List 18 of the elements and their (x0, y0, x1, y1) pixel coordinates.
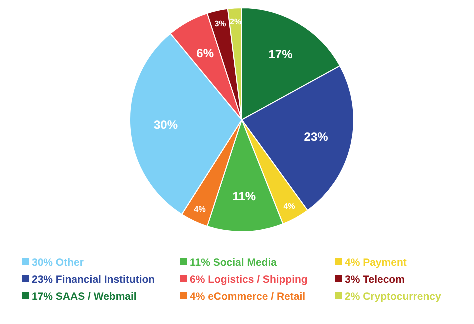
legend-label: 30% Other (32, 257, 84, 269)
data-label: 6% (196, 46, 214, 60)
legend-label: 4% Payment (345, 257, 408, 269)
legend-label: 2% Cryptocurrency (345, 291, 442, 303)
data-label: 30% (154, 118, 178, 132)
legend-label: 6% Logistics / Shipping (190, 274, 308, 286)
data-label: 11% (232, 189, 256, 204)
data-label: 2% (230, 17, 242, 26)
legend-label: 17% SAAS / Webmail (32, 291, 137, 303)
legend-label: 4% eCommerce / Retail (190, 291, 306, 303)
data-label: 4% (194, 204, 206, 214)
data-label: 17% (268, 48, 294, 62)
data-label: 4% (284, 202, 296, 212)
legend-label: 23% Financial Institution (32, 274, 156, 286)
data-label: 23% (304, 130, 329, 144)
data-label: 3% (214, 20, 226, 29)
legend-label: 3% Telecom (345, 274, 405, 286)
legend-label: 11% Social Media (190, 257, 278, 269)
